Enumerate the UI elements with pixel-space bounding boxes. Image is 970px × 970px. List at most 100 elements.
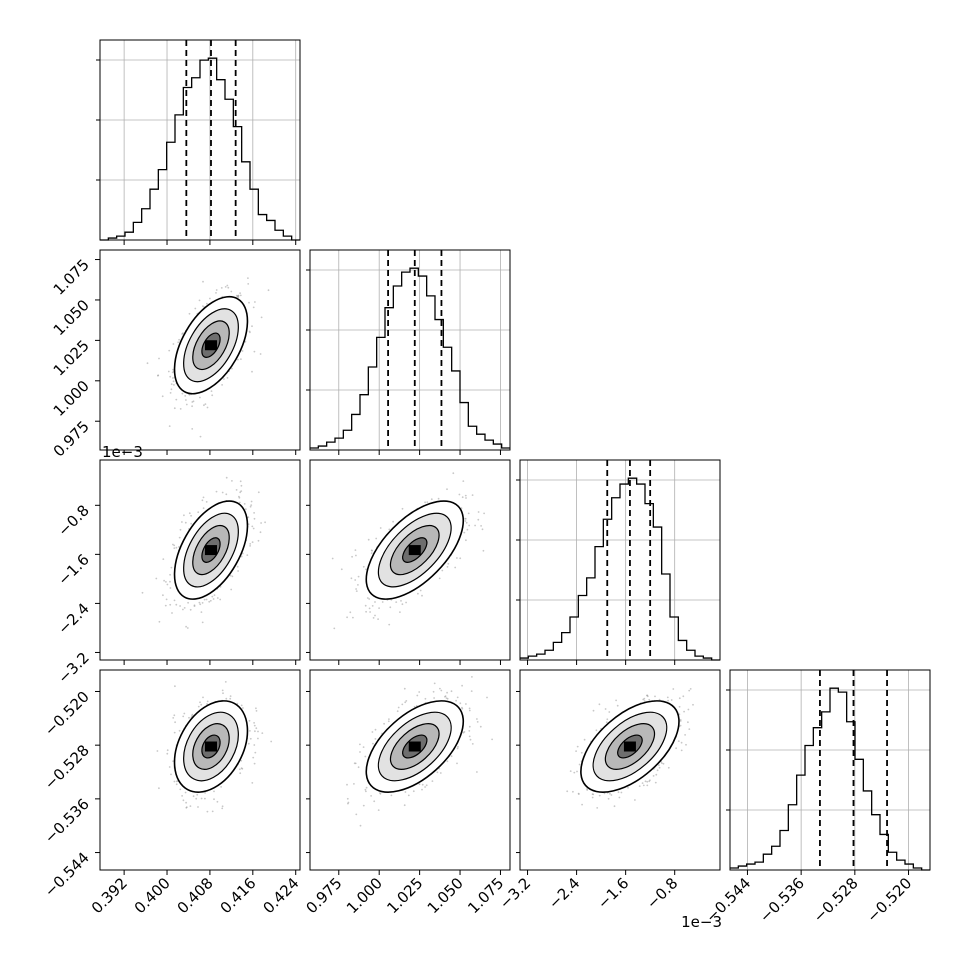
sample-point — [405, 700, 408, 702]
sample-point — [225, 476, 228, 479]
sample-point — [173, 407, 176, 410]
sample-point — [162, 594, 164, 597]
sample-point — [461, 496, 464, 499]
sample-point — [200, 797, 203, 800]
sample-point — [173, 544, 176, 547]
sample-point — [572, 790, 574, 793]
sample-point — [646, 695, 649, 698]
sample-point — [259, 531, 262, 534]
sample-point — [387, 720, 390, 723]
sample-point — [355, 813, 358, 816]
density-peak — [408, 741, 421, 752]
sample-point — [372, 742, 374, 745]
sample-point — [656, 769, 659, 772]
sample-point — [426, 501, 429, 503]
sample-point — [396, 710, 399, 713]
sample-point — [377, 618, 379, 620]
sample-point — [171, 371, 174, 374]
sample-point — [197, 511, 200, 514]
x-tick-label: 0.408 — [174, 874, 217, 917]
sample-point — [240, 555, 243, 558]
y-tick-label: −3.2 — [54, 649, 92, 687]
sample-point — [592, 709, 595, 712]
sample-point — [407, 794, 410, 797]
x-tick-label: −3.2 — [496, 874, 534, 912]
panel-frame — [519, 669, 721, 871]
sample-point — [184, 395, 187, 397]
sample-point — [173, 384, 175, 386]
sample-point — [173, 731, 176, 734]
sample-point — [249, 543, 252, 545]
sample-point — [141, 591, 144, 594]
sample-point — [425, 784, 428, 787]
sample-point — [204, 403, 207, 405]
sample-point — [238, 768, 241, 771]
sample-point — [155, 577, 158, 580]
sample-point — [158, 787, 160, 790]
sample-point — [172, 543, 174, 546]
sample-point — [670, 699, 673, 701]
histogram-step — [730, 687, 930, 871]
panel-frame — [99, 459, 301, 661]
sample-point — [185, 399, 187, 401]
sample-point — [197, 705, 200, 708]
sample-point — [421, 788, 423, 791]
sample-point — [166, 749, 169, 752]
sample-point — [211, 394, 214, 397]
sample-point — [250, 500, 253, 503]
sample-point — [201, 499, 204, 502]
sample-point — [184, 791, 187, 794]
sample-point — [239, 491, 242, 494]
sample-point — [355, 590, 358, 592]
sample-point — [202, 507, 205, 510]
sample-point — [229, 574, 232, 577]
sample-point — [401, 507, 404, 510]
sample-point — [627, 786, 629, 789]
x-tick-label: −2.4 — [545, 874, 583, 912]
sample-point — [219, 598, 222, 601]
sample-point — [355, 588, 357, 590]
sample-point — [198, 299, 201, 302]
sample-point — [168, 349, 171, 352]
sample-point — [613, 805, 616, 808]
sample-point — [424, 501, 426, 504]
sample-point — [678, 705, 681, 708]
sample-point — [216, 597, 219, 599]
sample-point — [390, 794, 393, 797]
sample-point — [184, 521, 187, 524]
sample-point — [246, 554, 249, 556]
sample-point — [172, 760, 175, 763]
sample-point — [215, 289, 218, 291]
sample-point — [404, 701, 407, 704]
sample-point — [158, 620, 161, 623]
sample-point — [598, 794, 601, 797]
y-tick-label: 0.975 — [50, 417, 93, 460]
sample-point — [465, 521, 468, 524]
panel-2-0: −3.2 −2.4 −1.6 −0.8 — [54, 459, 301, 687]
sample-point — [181, 333, 184, 335]
sample-point — [667, 766, 670, 769]
sample-point — [476, 718, 478, 720]
sample-point — [486, 696, 488, 699]
sample-point — [595, 729, 598, 732]
sample-point — [468, 735, 471, 738]
sample-point — [251, 325, 253, 328]
sample-point — [196, 793, 199, 796]
sample-point — [431, 780, 434, 782]
sample-point — [166, 583, 169, 586]
sample-point — [253, 517, 256, 520]
sample-point — [200, 703, 203, 706]
sample-point — [482, 549, 485, 552]
sample-point — [578, 793, 580, 795]
sample-point — [226, 377, 229, 379]
sample-point — [201, 621, 204, 624]
sample-point — [642, 784, 645, 787]
sample-point — [255, 710, 258, 712]
sample-point — [167, 370, 170, 373]
sample-point — [459, 702, 462, 705]
sample-point — [467, 512, 470, 515]
sample-point — [229, 695, 232, 697]
sample-point — [243, 503, 246, 505]
sample-point — [264, 521, 266, 524]
